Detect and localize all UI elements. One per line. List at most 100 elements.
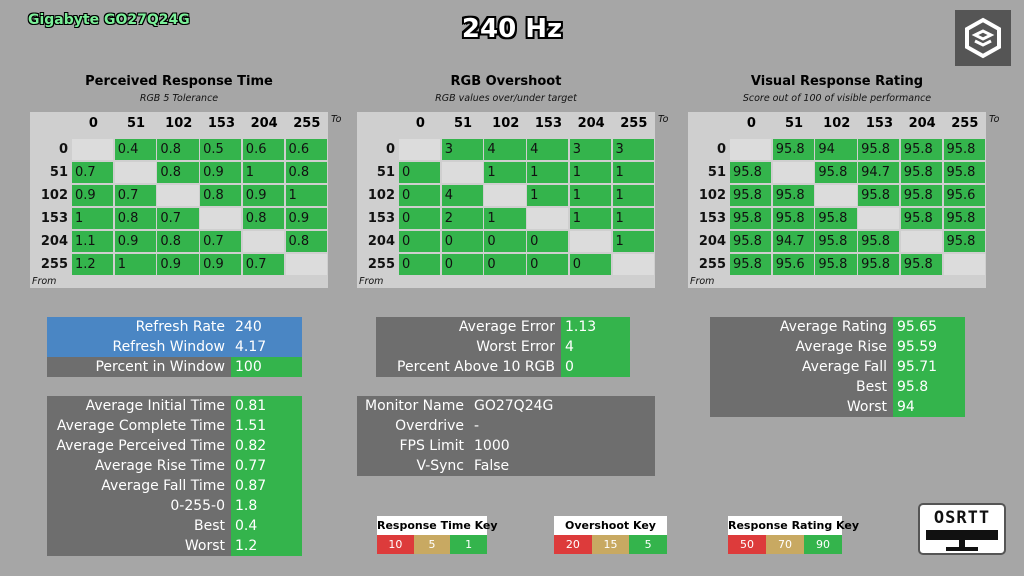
matrix-title: RGB Overshoot <box>450 74 562 89</box>
key-cell: 1 <box>450 535 487 554</box>
column-header: 255 <box>293 116 321 131</box>
matrix-cell: 95.8 <box>815 208 857 229</box>
empty-cell <box>242 231 284 252</box>
key-cell: 5 <box>413 535 451 554</box>
matrix-cell: 4 <box>527 139 569 160</box>
matrix-cell: 95.8 <box>900 208 942 229</box>
matrix-cell: 1 <box>242 162 284 183</box>
logo-text: OSRTT <box>933 508 991 528</box>
key-title: Overshoot Key <box>554 516 667 535</box>
logo-monitor <box>926 530 998 551</box>
stat-value: 0.81 <box>231 396 302 416</box>
key-cell: 70 <box>766 535 804 554</box>
matrix-cell: 0 <box>441 231 483 252</box>
column-header: 153 <box>534 116 562 131</box>
matrix-cell: 1.1 <box>72 231 114 252</box>
column-header: 255 <box>951 116 979 131</box>
empty-cell <box>569 231 611 252</box>
stat-value: 95.8 <box>893 377 965 397</box>
stat-label: FPS Limit <box>357 436 470 456</box>
stat-value: 0.87 <box>231 476 302 496</box>
stat-value: 1.2 <box>231 536 302 556</box>
key-cell: 50 <box>728 535 766 554</box>
matrix-cell: 0 <box>399 162 441 183</box>
matrix-cell: 0.9 <box>285 208 327 229</box>
stat-value: 4 <box>561 337 630 357</box>
stat-label: Average Complete Time <box>47 416 231 436</box>
matrix-cell: 95.8 <box>730 231 772 252</box>
matrix-cell: 3 <box>441 139 483 160</box>
stat-label: Percent in Window <box>47 357 231 377</box>
matrix-cell: 95.8 <box>730 208 772 229</box>
empty-cell <box>527 208 569 229</box>
matrix-cell: 95.8 <box>815 231 857 252</box>
matrix-cell: 3 <box>612 139 654 160</box>
matrix-cell: 95.8 <box>943 162 985 183</box>
row-header: 51 <box>707 165 726 180</box>
stat-label: Best <box>47 516 231 536</box>
matrix-cell: 0.9 <box>157 254 199 275</box>
matrix-cell: 0 <box>399 185 441 206</box>
matrix-cell: 95.8 <box>858 139 900 160</box>
key-cell: 5 <box>629 535 667 554</box>
matrix-cell: 95.8 <box>943 139 985 160</box>
stat-value: 0.4 <box>231 516 302 536</box>
matrix-cell: 95.8 <box>900 254 942 275</box>
matrix-cell: 0 <box>399 254 441 275</box>
matrix-cell: 0.5 <box>200 139 242 160</box>
matrix-cell: 1 <box>527 162 569 183</box>
stat-label: Average Rise Time <box>47 456 231 476</box>
matrix-cell: 95.8 <box>772 208 814 229</box>
matrix-cell: 1.2 <box>72 254 114 275</box>
stat-value: 0.77 <box>231 456 302 476</box>
logo-base <box>946 547 978 551</box>
column-header: 204 <box>908 116 936 131</box>
from-label: From <box>359 276 384 287</box>
key-title: Response Time Key <box>377 516 498 535</box>
stat-value: False <box>470 456 655 476</box>
logo-bezel <box>926 530 998 540</box>
matrix-cell: 0.7 <box>242 254 284 275</box>
row-header: 0 <box>716 142 726 157</box>
matrix-cell: 95.6 <box>772 254 814 275</box>
empty-cell <box>772 162 814 183</box>
to-label: To <box>658 114 669 125</box>
matrix-cell: 0.9 <box>114 231 156 252</box>
matrix-cell: 94 <box>815 139 857 160</box>
stat-label: Refresh Rate <box>47 317 231 337</box>
matrix-cell: 95.8 <box>900 185 942 206</box>
stat-label: Average Initial Time <box>47 396 231 416</box>
row-header: 51 <box>376 165 395 180</box>
matrix-cell: 0.7 <box>157 208 199 229</box>
column-header: 153 <box>865 116 893 131</box>
key-cell: 90 <box>804 535 842 554</box>
to-label: To <box>989 114 1000 125</box>
matrix-cell: 0 <box>441 254 483 275</box>
stat-label: Monitor Name <box>357 396 470 416</box>
column-header: 0 <box>88 116 98 131</box>
to-label: To <box>331 114 342 125</box>
matrix-cell: 0 <box>484 254 526 275</box>
matrix-cell: 95.8 <box>730 162 772 183</box>
row-header: 0 <box>58 142 68 157</box>
matrix-subtitle: Score out of 100 of visible performance <box>742 93 932 104</box>
matrix-title: Perceived Response Time <box>85 74 273 89</box>
empty-cell <box>943 254 985 275</box>
stat-value: 4.17 <box>231 337 302 357</box>
matrix-cell: 0.9 <box>242 185 284 206</box>
stat-label: Worst <box>710 397 893 417</box>
column-header: 0 <box>746 116 756 131</box>
stat-label: Average Fall <box>710 357 893 377</box>
row-header: 255 <box>40 257 68 272</box>
stat-label: Average Rise <box>710 337 893 357</box>
matrix-cell: 1 <box>569 208 611 229</box>
row-header: 153 <box>367 211 395 226</box>
row-header: 204 <box>367 234 395 249</box>
icon-hex <box>965 17 1001 59</box>
matrix-title: Visual Response Rating <box>750 74 924 89</box>
key-cell: 20 <box>554 535 592 554</box>
matrix-cell: 94.7 <box>858 162 900 183</box>
stat-value: 95.59 <box>893 337 965 357</box>
